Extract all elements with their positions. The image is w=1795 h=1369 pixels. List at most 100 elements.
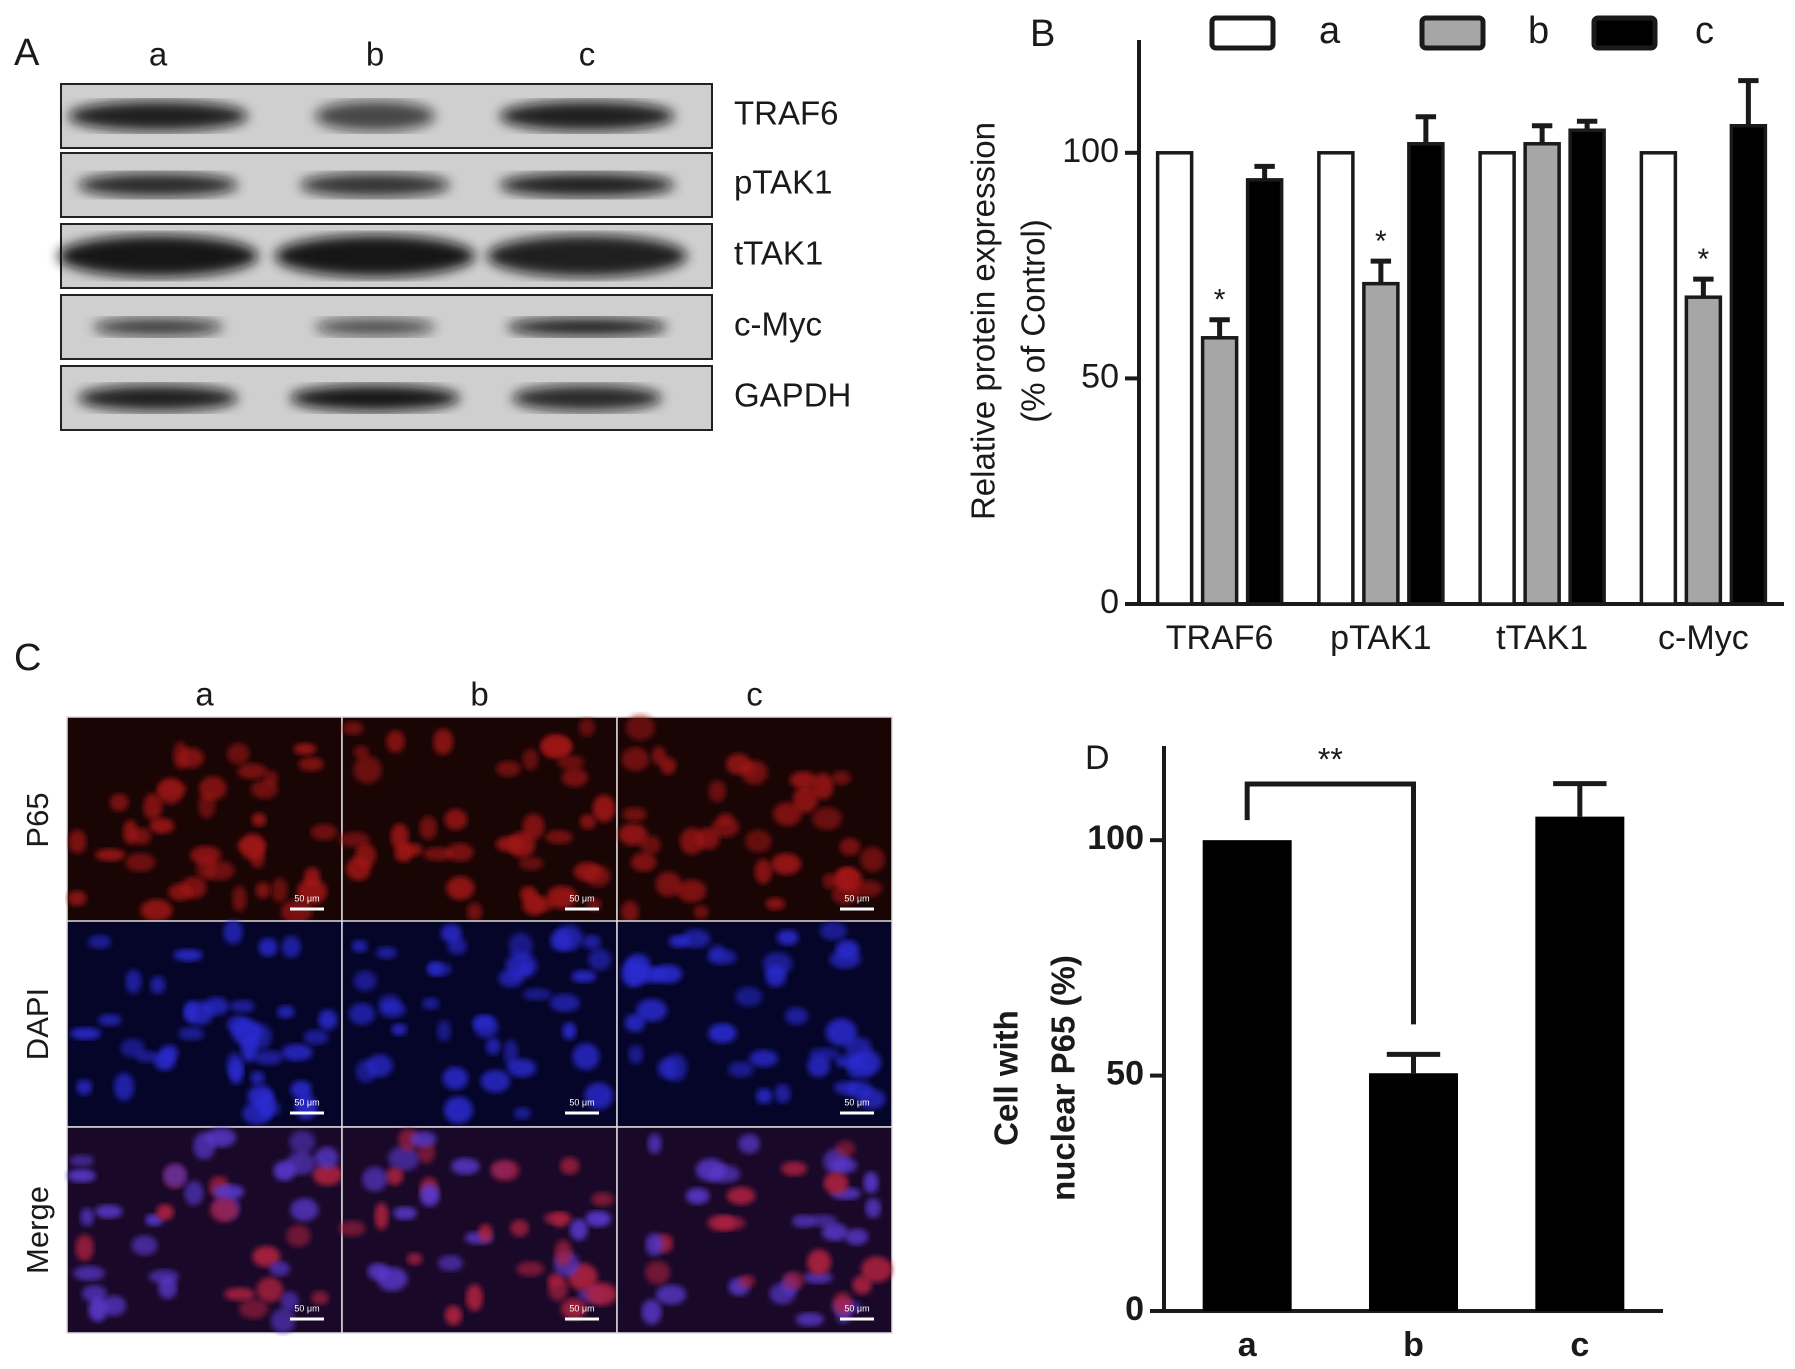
cell [451,1158,480,1175]
cell [831,883,859,905]
blot-row-label: c-Myc [734,306,822,343]
significance-mark: ** [1318,741,1343,777]
cell [639,835,661,855]
cell [831,771,851,785]
cell [756,1088,773,1104]
cell [839,838,861,856]
cell [227,743,250,765]
legend-label: a [1319,10,1341,52]
cell [232,885,247,912]
cell [157,777,184,805]
cell [293,742,317,756]
cell [587,948,612,971]
cell [708,1023,737,1044]
bar [1639,151,1678,606]
cell [791,1214,816,1228]
cell [229,999,256,1013]
bar [1535,816,1625,1311]
x-tick-label: pTAK1 [1330,619,1431,657]
cell [735,986,763,1007]
blot-band [68,101,248,131]
legend-swatch [1419,15,1486,51]
blot-band [315,318,435,336]
cell [544,1211,573,1226]
cell [297,878,328,905]
cell [622,807,647,822]
cells [67,1127,343,1334]
x-tick-label: b [1403,1326,1424,1364]
cell [393,1206,418,1220]
error-bar [1386,1051,1441,1074]
cell [76,1079,93,1096]
blot-band [499,173,675,197]
cell [253,1050,284,1066]
cell [342,721,364,735]
cell [276,1005,295,1019]
cell [685,1187,710,1205]
cell [708,779,727,803]
cell [95,848,126,862]
cell [125,969,142,994]
cell [314,1146,339,1170]
cell [541,736,573,757]
cell [290,1080,312,1099]
cell [771,853,802,875]
cell [286,1151,316,1175]
cell [653,964,683,984]
cell [351,939,368,953]
cell [859,846,885,872]
cell [765,897,786,911]
cell [240,833,265,861]
cell [518,856,544,871]
panel-letter: D [1085,739,1110,777]
bar [1407,142,1445,606]
cell [572,1043,600,1071]
cell [825,1018,857,1046]
cell [584,865,611,887]
cell [496,760,521,777]
cell [303,1029,329,1045]
cell [362,1166,388,1192]
cell [311,1290,330,1305]
cell [861,1256,893,1283]
cell [445,843,474,862]
cell [557,755,585,770]
cell [387,1145,420,1171]
bar [1568,128,1606,606]
cell [585,1282,618,1306]
cell [436,1020,452,1042]
cell [806,1249,832,1276]
cell [223,919,243,945]
cell [695,1158,727,1182]
cell [184,1180,204,1206]
cell [298,757,324,772]
cell [446,876,475,900]
cell [419,1184,440,1207]
cell [711,816,740,838]
cell [98,1013,122,1027]
cell [510,1219,529,1237]
blot-band [499,101,675,131]
y-axis-label: Cell with [988,1010,1025,1146]
cell [168,883,193,901]
cell [480,1069,511,1093]
cell [148,1269,180,1284]
cell [465,1283,484,1312]
cell [707,949,737,965]
cell [571,970,597,983]
row-label: P65 [20,792,55,847]
cell [156,1204,174,1221]
cell [437,1254,464,1272]
cells [338,718,616,922]
cell [513,1107,532,1120]
bar [1155,151,1194,606]
cell [726,753,752,775]
scale-bar-label: 50 μm [569,1303,594,1313]
cell [94,1204,123,1219]
cell [237,763,268,780]
cell [819,921,847,941]
cell [226,1052,244,1079]
blot-row-label: tTAK1 [734,235,823,272]
cell [548,1275,569,1302]
cell [647,1133,662,1155]
